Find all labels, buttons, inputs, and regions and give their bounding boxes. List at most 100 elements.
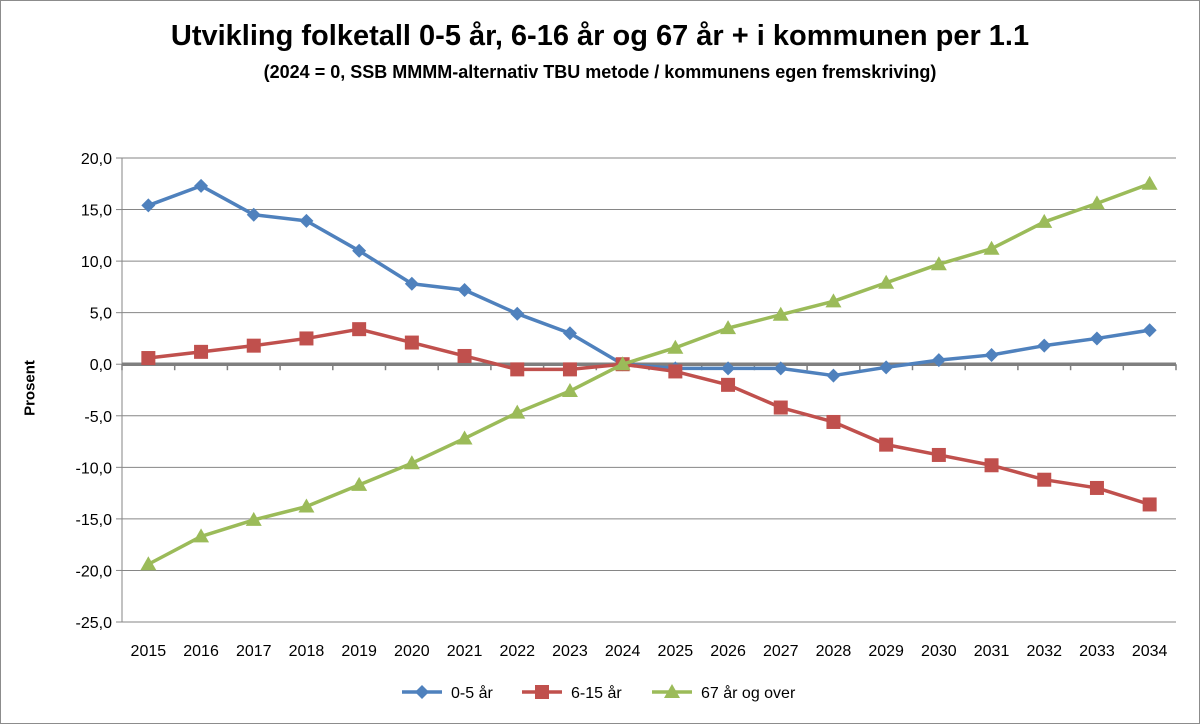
y-tick-label: -20,0	[76, 563, 113, 580]
data-point	[614, 356, 631, 371]
data-point	[141, 351, 156, 366]
legend-label: 67 år og over	[701, 684, 796, 702]
x-tick-label: 2025	[658, 643, 694, 660]
y-tick-label: 20,0	[81, 151, 112, 168]
x-tick-label: 2018	[289, 643, 325, 660]
data-point	[826, 414, 841, 429]
data-point	[1089, 480, 1104, 495]
data-point	[141, 198, 156, 213]
data-point	[1089, 331, 1104, 346]
data-point	[721, 361, 736, 376]
x-tick-label: 2030	[921, 643, 957, 660]
legend-label: 0-5 år	[451, 684, 493, 702]
data-point	[720, 320, 737, 335]
legend-marker	[664, 684, 680, 698]
data-point	[562, 326, 577, 341]
data-point	[826, 368, 841, 383]
data-point	[351, 476, 368, 491]
x-tick-label: 2033	[1079, 643, 1115, 660]
x-tick-label: 2019	[341, 643, 377, 660]
y-tick-label: 0,0	[90, 357, 112, 374]
legend-label: 6-15 år	[571, 684, 622, 702]
x-tick-label: 2022	[499, 643, 535, 660]
y-tick-label: 10,0	[81, 254, 112, 271]
x-tick-label: 2023	[552, 643, 588, 660]
x-tick-label: 2032	[1026, 643, 1062, 660]
x-tick-label: 2027	[763, 643, 799, 660]
y-tick-label: 5,0	[90, 306, 112, 323]
x-tick-label: 2026	[710, 643, 746, 660]
data-point	[825, 293, 842, 308]
data-point	[773, 361, 788, 376]
data-point	[403, 455, 420, 470]
data-point	[509, 404, 526, 419]
data-point	[1088, 195, 1105, 210]
x-tick-label: 2028	[816, 643, 852, 660]
x-tick-label: 2029	[868, 643, 904, 660]
data-point	[931, 353, 946, 368]
legend-marker	[415, 685, 429, 699]
data-point	[931, 447, 946, 462]
y-tick-label: -15,0	[76, 512, 113, 529]
data-point	[246, 207, 261, 222]
x-tick-label: 2017	[236, 643, 272, 660]
x-tick-label: 2034	[1132, 643, 1168, 660]
data-point	[404, 276, 419, 291]
data-point	[772, 306, 789, 321]
y-tick-label: -25,0	[76, 615, 113, 632]
data-point	[245, 511, 262, 526]
data-point	[299, 213, 314, 228]
x-tick-label: 2020	[394, 643, 430, 660]
chart-title: Utvikling folketall 0-5 år, 6-16 år og 6…	[170, 20, 1030, 52]
data-point	[879, 360, 894, 375]
y-tick-label: 15,0	[81, 203, 112, 220]
data-point	[193, 528, 210, 543]
x-tick-label: 2024	[605, 643, 641, 660]
data-point	[984, 458, 999, 473]
data-point	[1141, 175, 1158, 190]
data-point	[457, 282, 472, 297]
series-line-3	[147, 182, 1151, 566]
data-point	[879, 437, 894, 452]
series-line-1	[147, 184, 1150, 378]
data-point	[404, 335, 419, 350]
data-point	[352, 322, 367, 337]
data-point	[298, 498, 315, 513]
data-point	[1142, 323, 1157, 338]
data-point	[773, 400, 788, 415]
data-point	[510, 362, 525, 377]
data-point	[561, 383, 578, 398]
data-point	[194, 344, 209, 359]
x-tick-label: 2015	[131, 643, 167, 660]
data-point	[1037, 338, 1052, 353]
data-point	[878, 274, 895, 289]
data-point	[562, 362, 577, 377]
data-point	[667, 339, 684, 354]
chart-subtitle: (2024 = 0, SSB MMMM-alternativ TBU metod…	[263, 62, 937, 82]
data-point	[456, 430, 473, 445]
data-point	[1037, 472, 1052, 487]
data-point	[1036, 213, 1053, 228]
legend-marker	[535, 685, 549, 699]
data-point	[930, 256, 947, 271]
data-point	[983, 240, 1000, 255]
data-point	[510, 306, 525, 321]
x-tick-label: 2016	[183, 643, 219, 660]
data-point	[140, 556, 157, 571]
series-line-2	[148, 327, 1151, 507]
y-tick-label: -5,0	[84, 409, 112, 426]
y-tick-label: -10,0	[76, 460, 113, 477]
data-point	[194, 178, 209, 193]
data-point	[668, 364, 683, 379]
x-tick-label: 2021	[447, 643, 483, 660]
data-point	[457, 348, 472, 363]
data-point	[246, 338, 261, 353]
data-point	[1142, 497, 1157, 512]
data-point	[299, 331, 314, 346]
data-point	[721, 377, 736, 392]
x-tick-label: 2031	[974, 643, 1010, 660]
data-point	[352, 243, 367, 258]
data-point	[984, 347, 999, 362]
